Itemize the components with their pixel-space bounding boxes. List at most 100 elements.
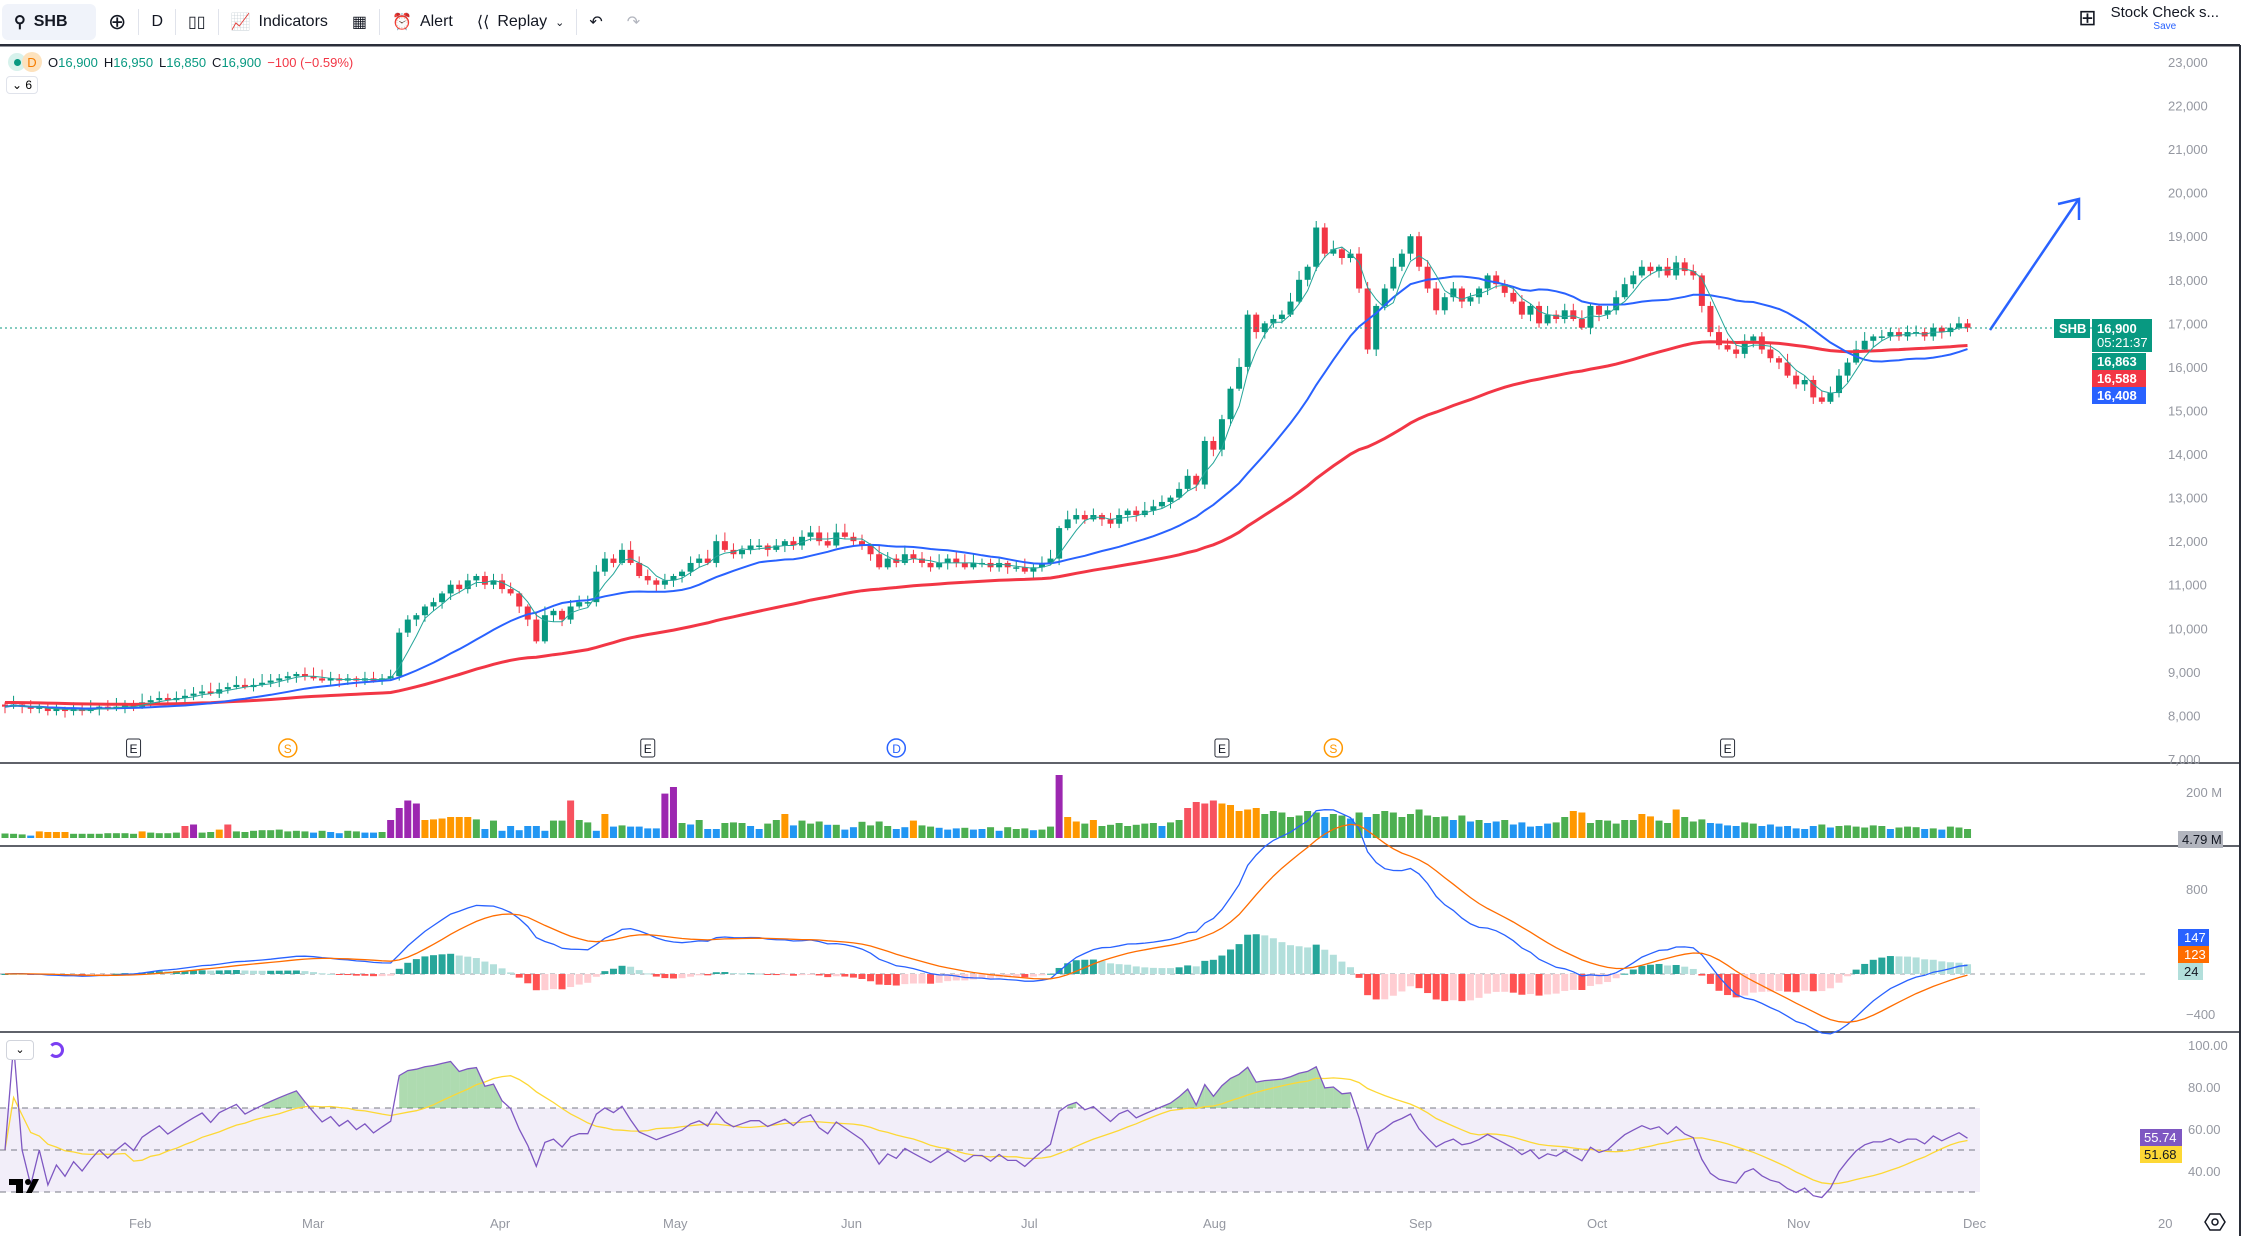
layout-grid-icon[interactable]: ⊞: [2078, 5, 2097, 30]
rsi-overbought-fill: [287, 1090, 297, 1108]
macd-histogram-bar: [1912, 957, 1920, 974]
macd-histogram-bar: [978, 974, 986, 979]
candle-body: [1810, 379, 1817, 398]
volume-bar: [404, 800, 412, 838]
candle-body: [661, 580, 668, 585]
price-labels: SHB 16,900 05:21:37 16,863 16,588 16,408: [2054, 319, 2152, 404]
volume-bar: [1, 833, 9, 838]
time-label: 20: [2158, 1216, 2172, 1231]
macd-histogram-bar: [901, 974, 909, 985]
candle-body: [927, 562, 934, 568]
rsi-ma-line: [4, 1075, 1968, 1185]
price-axis[interactable]: 23,000 22,000 21,000 20,000 19,000 18,000 17,0…: [2168, 55, 2208, 767]
candle-body: [1887, 332, 1894, 337]
time-axis[interactable]: Feb Mar Apr May Jun Jul Aug Sep Oct Nov Dec 20: [129, 1216, 2172, 1231]
layout-name: Stock Check s...: [2110, 4, 2219, 21]
event-marker-label: E: [130, 742, 138, 756]
volume-bar: [1167, 822, 1175, 838]
volume-bar: [798, 820, 806, 838]
rsi-overbought-fill: [1221, 1078, 1231, 1108]
volume-bar: [1938, 829, 1946, 838]
rsi-axis[interactable]: 100.00 80.00 60.00 40.00 55.74 51.68: [2140, 1038, 2228, 1179]
redo-button[interactable]: ↷: [615, 4, 652, 40]
candle-body: [319, 678, 326, 681]
refresh-icon[interactable]: [48, 1042, 64, 1058]
candle-body: [1021, 567, 1028, 572]
macd-histogram-bar: [764, 974, 772, 975]
rsi-overbought-fill: [1273, 1079, 1282, 1108]
macd-histogram-bar: [327, 973, 335, 975]
macd-histogram-bar: [807, 974, 815, 975]
interval-button[interactable]: D: [139, 4, 175, 40]
candle-body: [1193, 475, 1200, 485]
candle-body: [1527, 305, 1534, 315]
layout-menu[interactable]: ⊞ Stock Check s... Save: [2078, 4, 2219, 32]
macd-histogram-bar: [849, 974, 857, 978]
volume-bar: [61, 832, 69, 838]
macd-histogram-bar: [447, 953, 455, 974]
macd-histogram-bar: [969, 974, 977, 980]
macd-histogram-bar: [284, 970, 292, 974]
volume-bar: [841, 829, 849, 838]
candle-body: [867, 545, 874, 555]
candle-body: [756, 545, 763, 548]
compare-symbol-button[interactable]: ⊕: [96, 4, 138, 40]
chart-settings-icon[interactable]: [2204, 1213, 2226, 1231]
trend-arrow-drawing[interactable]: [1988, 197, 2081, 331]
volume-bar: [1569, 811, 1577, 838]
candle-body: [1570, 310, 1577, 320]
candle-body: [27, 706, 34, 709]
volume-bar: [361, 832, 369, 838]
volume-bar: [1904, 826, 1912, 838]
macd-histogram-bar: [841, 974, 849, 977]
macd-histogram-bar: [181, 970, 189, 974]
macd-histogram-bar: [755, 973, 763, 975]
candle-body: [1647, 266, 1654, 272]
macd-histogram-bar: [1861, 963, 1869, 974]
candle-body: [1587, 305, 1594, 328]
candle-body: [1518, 301, 1525, 315]
chart-type-button[interactable]: ▯▯: [176, 4, 218, 40]
price-tick: 14,000: [2168, 447, 2208, 462]
macd-histogram-bar: [1484, 974, 1492, 994]
macd-histogram-bar: [627, 966, 635, 974]
macd-histogram-bar: [464, 956, 472, 974]
alert-button[interactable]: ⏰ Alert: [380, 4, 465, 40]
macd-histogram-bar: [1878, 957, 1886, 974]
undo-button[interactable]: ↶: [577, 4, 614, 40]
indicators-collapse-button[interactable]: ⌄ 6: [6, 76, 39, 94]
candle-body: [739, 549, 746, 555]
macd-histogram-bar: [892, 974, 900, 986]
volume-axis[interactable]: 200 M 4.79 M: [2178, 785, 2223, 848]
candle-body: [1716, 332, 1722, 346]
time-label: Mar: [302, 1216, 325, 1231]
rsi-collapse-button[interactable]: ⌄: [6, 1040, 34, 1060]
candle-body: [807, 532, 814, 537]
candle-body: [1844, 362, 1851, 376]
candle-body: [301, 674, 308, 677]
volume-bar: [549, 820, 557, 838]
market-status-icon[interactable]: [8, 53, 26, 71]
volume-bar: [215, 829, 223, 838]
symbol-search-button[interactable]: ⚲ SHB: [2, 4, 96, 40]
rsi-overbought-fill: [416, 1066, 425, 1108]
time-label: Nov: [1787, 1216, 1811, 1231]
indicator-count: 6: [25, 78, 33, 92]
indicators-button[interactable]: 📈 Indicators: [219, 4, 340, 40]
macd-histogram-bar: [1758, 974, 1766, 992]
volume-bar: [481, 829, 489, 838]
layout-save-link[interactable]: Save: [2153, 21, 2177, 32]
volume-bar: [687, 824, 695, 838]
macd-histogram-bar: [412, 959, 420, 974]
volume-bar: [241, 832, 249, 838]
price-tick: 17,000: [2168, 316, 2208, 331]
macd-axis[interactable]: 800 −400 147 123 24: [2178, 882, 2215, 1022]
candle-body: [53, 708, 60, 712]
chevron-down-icon[interactable]: ⌄: [555, 16, 565, 29]
candle-body: [1698, 275, 1705, 306]
templates-button[interactable]: ▦: [340, 4, 379, 40]
macd-histogram-bar: [952, 974, 960, 981]
replay-button[interactable]: ⟨⟨ Replay ⌄: [465, 4, 577, 40]
